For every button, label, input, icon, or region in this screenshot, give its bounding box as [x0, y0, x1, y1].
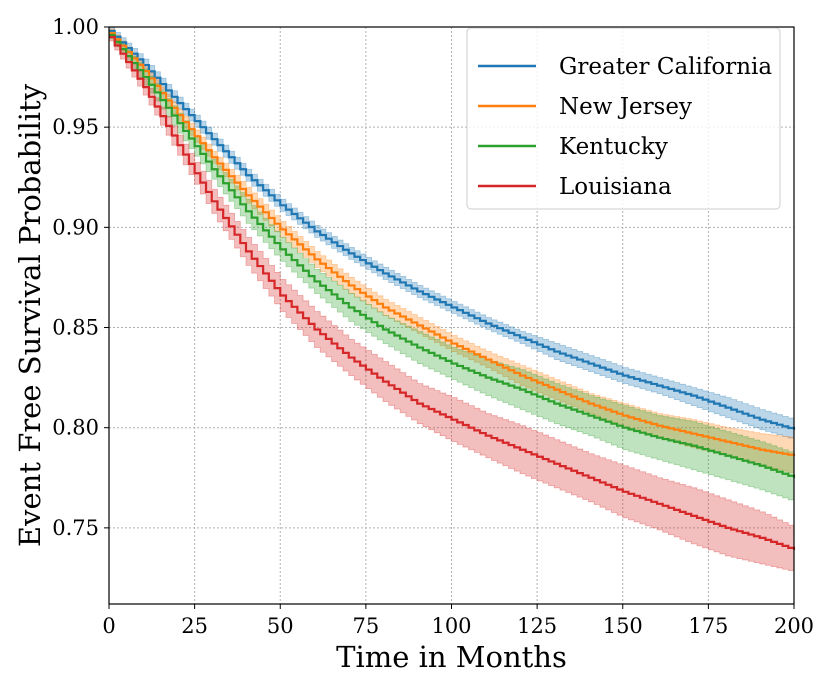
legend-box [466, 27, 781, 210]
y-axis-title: Event Free Survival Probability [13, 83, 47, 547]
confidence-band-0 [108, 26, 795, 440]
x-tick-label: 50 [267, 614, 294, 638]
ticks: 0 25 50 75 100 125 150 175 200 0.75 0.80 0.85 0.90 0.… [52, 15, 814, 638]
legend-label-1: New Jersey [559, 94, 692, 120]
series-line-0 [109, 29, 796, 430]
legend: Greater California New Jersey Kentucky Loui… [466, 27, 781, 210]
y-tick-label: 0.95 [52, 115, 99, 139]
series-line-3 [109, 35, 796, 550]
x-tick-label: 25 [181, 614, 208, 638]
y-tick-label: 1.00 [52, 15, 99, 39]
x-axis-title: Time in Months [336, 640, 567, 674]
x-tick-label: 200 [774, 614, 814, 638]
x-tick-label: 175 [688, 614, 728, 638]
y-tick-label: 0.85 [52, 316, 99, 340]
legend-label-3: Louisiana [559, 174, 672, 200]
legend-label-2: Kentucky [559, 134, 668, 160]
x-tick-label: 150 [603, 614, 643, 638]
y-tick-label: 0.80 [52, 416, 99, 440]
x-tick-label: 75 [353, 614, 380, 638]
x-tick-label: 125 [517, 614, 557, 638]
series-line-2 [109, 33, 796, 478]
x-tick-label: 100 [431, 614, 471, 638]
y-tick-label: 0.90 [52, 215, 99, 239]
confidence-band-3 [108, 32, 795, 572]
y-tick-label: 0.75 [52, 516, 99, 540]
confidence-band-1 [108, 28, 795, 474]
series-line-1 [109, 31, 796, 456]
legend-label-0: Greater California [559, 54, 772, 80]
x-tick-label: 0 [102, 614, 115, 638]
series-lines [109, 29, 796, 550]
